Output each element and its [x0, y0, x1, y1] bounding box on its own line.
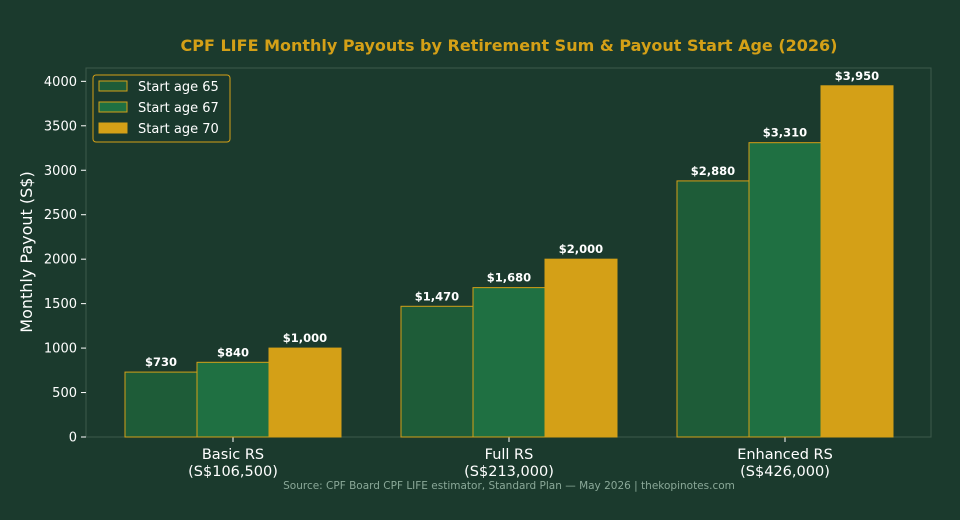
bar	[196, 361, 270, 438]
y-tick-label: 0	[69, 431, 77, 446]
plot-area: 0 500 1000 1500 2000 2500 3000 3500 4000 Basic RS…	[44, 67, 932, 480]
chart-title: CPF LIFE Monthly Payouts by Retirement S…	[181, 36, 838, 55]
bar	[748, 142, 822, 438]
x-tick-label: Enhanced RS (S$426,000)	[737, 447, 833, 480]
y-axis-label: Monthly Payout (S$)	[17, 171, 36, 332]
legend-swatch	[98, 80, 128, 92]
data-label: $3,310	[763, 126, 807, 140]
y-tick-label: 500	[52, 386, 77, 401]
legend-swatch	[98, 101, 128, 113]
y-tick-label: 2000	[44, 253, 77, 268]
legend-label: Start age 70	[138, 122, 219, 137]
bar	[268, 347, 342, 438]
legend: Start age 65 Start age 67 Start age 70	[92, 74, 231, 143]
data-label: $1,470	[415, 289, 459, 303]
data-label: $730	[145, 355, 177, 369]
data-label: $1,680	[487, 271, 531, 285]
data-label: $2,880	[691, 164, 735, 178]
bar	[124, 371, 198, 438]
legend-label: Start age 65	[138, 80, 219, 95]
x-tick-label: Basic RS (S$106,500)	[188, 447, 278, 480]
y-tick-label: 3500	[44, 119, 77, 134]
legend-label: Start age 67	[138, 101, 219, 116]
bar	[400, 305, 474, 438]
y-tick-label: 3000	[44, 164, 77, 179]
data-label: $1,000	[283, 331, 327, 345]
source-note: Source: CPF Board CPF LIFE estimator, St…	[283, 480, 735, 492]
bar	[676, 180, 750, 438]
x-tick-label: Full RS (S$213,000)	[464, 447, 554, 480]
bar	[544, 258, 618, 438]
bar	[472, 287, 546, 438]
data-label: $2,000	[559, 242, 603, 256]
bar	[820, 85, 894, 438]
y-tick-label: 2500	[44, 208, 77, 223]
data-label: $840	[217, 345, 249, 359]
y-tick-label: 1500	[44, 297, 77, 312]
y-tick-label: 1000	[44, 342, 77, 357]
data-label: $3,950	[835, 69, 879, 83]
legend-swatch	[98, 122, 128, 134]
y-tick-label: 4000	[44, 75, 77, 90]
